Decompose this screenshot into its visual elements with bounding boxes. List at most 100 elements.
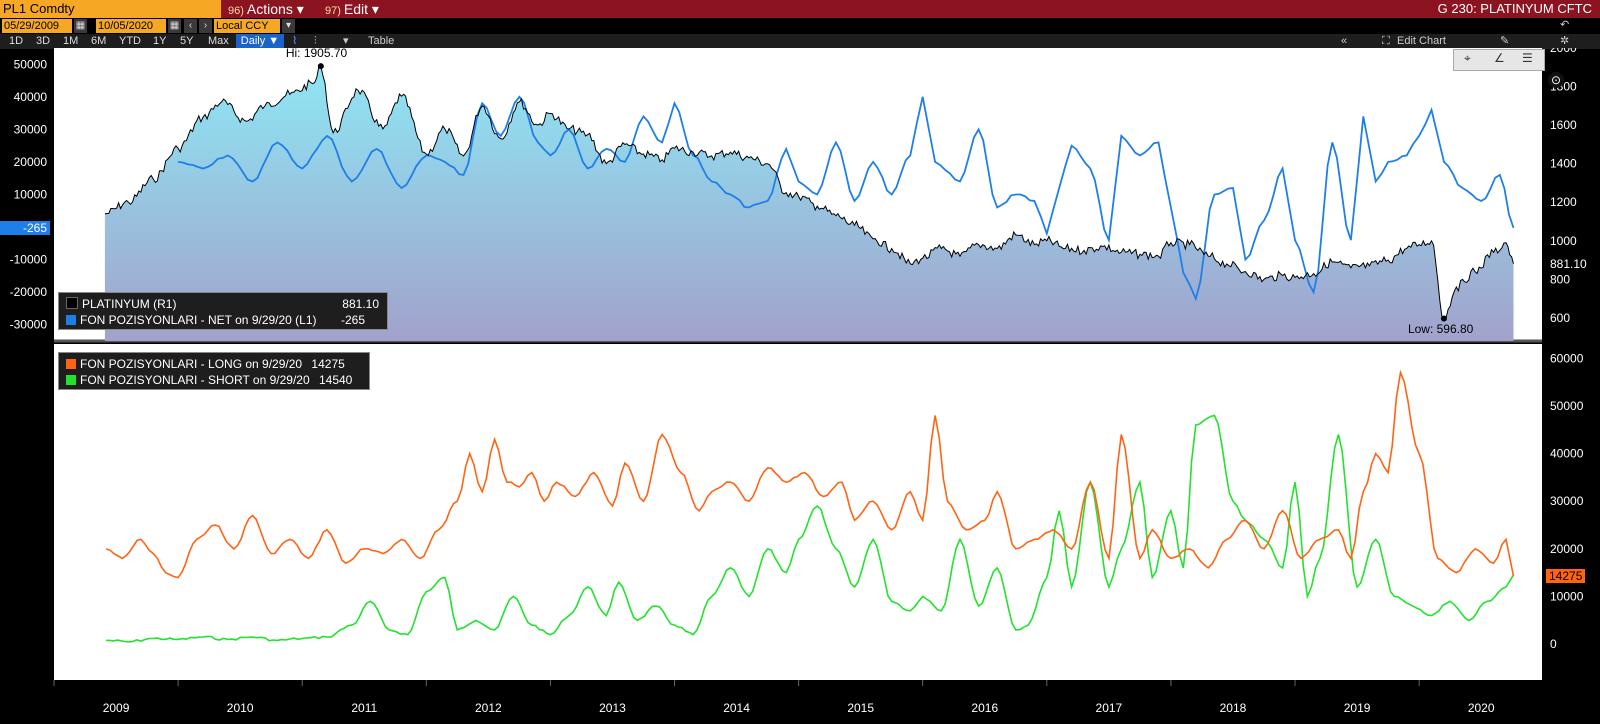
range-3d[interactable]: 3D [36,35,51,47]
range-max[interactable]: Max [208,35,229,47]
legend-swatch [66,359,76,369]
bottom-panel-bg [54,344,1542,680]
left-axis-tick-label: 30000 [14,122,48,136]
edit-chart-button[interactable]: Edit Chart [1397,35,1446,47]
chevron-down-icon[interactable]: ▾ [343,35,349,47]
right-axis-tick-label: 1400 [1550,157,1577,171]
long-position-line [105,369,1515,579]
legend-label: FON POZISYONLARI - LONG on 9/29/20 [80,357,303,371]
x-axis-tick-label: 2020 [1468,701,1495,715]
price-line [104,65,1514,320]
security-field[interactable]: PL1 Comdty [0,0,221,18]
bottom-axis-tick-label: 50000 [1550,399,1584,413]
actions-menu[interactable]: 96) Actions ▾ [228,0,304,18]
undo-icon[interactable]: ↶ [1560,19,1570,31]
short-position-line [106,414,1515,643]
edit-chart-icon: ⛶ [1382,35,1390,47]
range-bar [0,34,1600,49]
bar-chart-icon[interactable]: ⫶ [314,35,317,47]
price-area [104,66,1514,341]
range-1m[interactable]: 1M [63,35,79,47]
left-axis-tick-label: 50000 [14,57,48,71]
right-axis-tick-label: 600 [1550,311,1570,325]
last-price-tag: 881.10 [1550,256,1587,271]
top-bar [0,0,1600,18]
left-axis-tick-label: 40000 [14,90,48,104]
range-6m[interactable]: 6M [91,35,107,47]
edit-number: 97) [325,5,341,17]
chart-canvas: 50000 40000 30000 20000 10000 0 -10000 -20000 -3… [10,48,1584,715]
actions-label: Actions ▾ [246,1,304,17]
legend-label: FON POZISYONLARI - NET on 9/29/20 (L1) [80,313,317,327]
legend-value: 881.10 [342,297,379,311]
chart-function-title: G 230: PLATINYUM CFTC [1437,1,1592,16]
frequency-dropdown[interactable]: Daily ▼ [236,34,284,49]
bottom-axis-tick-label: 60000 [1550,351,1584,365]
x-axis-tick-label: 2013 [599,701,626,715]
x-axis-tick-label: 2011 [351,701,377,715]
calendar-icon[interactable]: ▦ [168,19,181,33]
x-axis-tick-label: 2010 [227,701,254,715]
chart-toolbar: ⌖ ∠ ☰ [1453,49,1545,71]
bottom-legend: FON POZISYONLARI - LONG on 9/29/20 14275… [58,352,370,390]
legend-swatch [66,315,76,325]
legend-item: PLATINYUM (R1) 881.10 [59,296,387,312]
hi-label: Hi: 1905.70 [285,46,348,61]
bottom-axis-tick-label: 20000 [1550,542,1584,556]
legend-swatch [66,375,76,385]
right-axis-tick-label: 1000 [1550,234,1577,248]
edit-menu[interactable]: 97) Edit ▾ [325,0,379,18]
range-1d[interactable]: 1D [9,35,24,47]
left-axis-tick-label: -20000 [10,285,48,299]
table-button[interactable]: Table [368,35,395,47]
x-axis-tick-label: 2009 [103,701,130,715]
x-axis-tick-label: 2019 [1344,701,1371,715]
draw-line-icon[interactable]: ∠ [1494,51,1505,65]
x-axis-tick-label: 2017 [1096,701,1123,715]
range-1y[interactable]: 1Y [153,35,167,47]
x-axis-tick-label: 2018 [1220,701,1247,715]
legend-value: 14275 [311,357,345,371]
left-axis-tick-label: 20000 [14,155,48,169]
left-axis-tick-label: 10000 [14,188,48,202]
chevron-down-icon[interactable]: ▾ [282,19,295,33]
range-5y[interactable]: 5Y [180,35,194,47]
net-position-line [177,95,1515,302]
crosshair-icon[interactable]: ⌖ [1464,51,1471,65]
date-bar [0,18,1600,34]
hi-marker [317,63,324,70]
start-date-field[interactable]: 05/29/2009 [2,19,72,33]
x-axis-tick-label: 2012 [475,701,502,715]
legend-item: FON POZISYONLARI - NET on 9/29/20 (L1) -… [59,312,387,328]
target-icon[interactable]: ⊙ [1548,72,1564,88]
edit-label: Edit ▾ [343,1,379,17]
collapse-icon[interactable]: « [1341,35,1348,47]
left-axis-tick-label: -10000 [10,253,48,267]
bottom-axis-tick-label: 10000 [1550,590,1584,604]
line-chart-icon[interactable]: ⌇ [292,35,298,47]
chevron-left-icon[interactable]: ‹ [184,19,197,33]
x-axis-tick-label: 2016 [971,701,998,715]
chevron-right-icon[interactable]: › [199,19,212,33]
right-axis-tick-label: 2000 [1550,48,1577,55]
legend-item: FON POZISYONLARI - SHORT on 9/29/20 1454… [59,372,369,388]
currency-field[interactable]: Local CCY [214,19,280,33]
range-ytd[interactable]: YTD [119,35,141,47]
calendar-icon[interactable]: ▦ [74,19,87,33]
legend-label: PLATINYUM (R1) [82,297,177,311]
top-lines-layer [104,63,1515,322]
legend-value: -265 [340,313,365,327]
bottom-axis-tick-label: 30000 [1550,494,1584,508]
end-date-field[interactable]: 10/05/2020 [96,19,166,33]
pencil-icon[interactable]: ✎ [1500,35,1510,47]
actions-number: 96) [228,5,244,17]
right-axis-tick-label: 1600 [1550,118,1577,132]
bottom-axis-tick-label: 40000 [1550,447,1584,461]
last-long-tag: 14275 [1546,569,1586,584]
gear-icon[interactable]: ✲ [1560,35,1570,47]
low-marker [1440,315,1447,322]
x-axis-tick-label: 2015 [847,701,874,715]
menu-icon[interactable]: ☰ [1522,51,1533,65]
x-axis-tick-label: 2014 [723,701,750,715]
low-label: Low: 596.80 [1407,322,1474,337]
